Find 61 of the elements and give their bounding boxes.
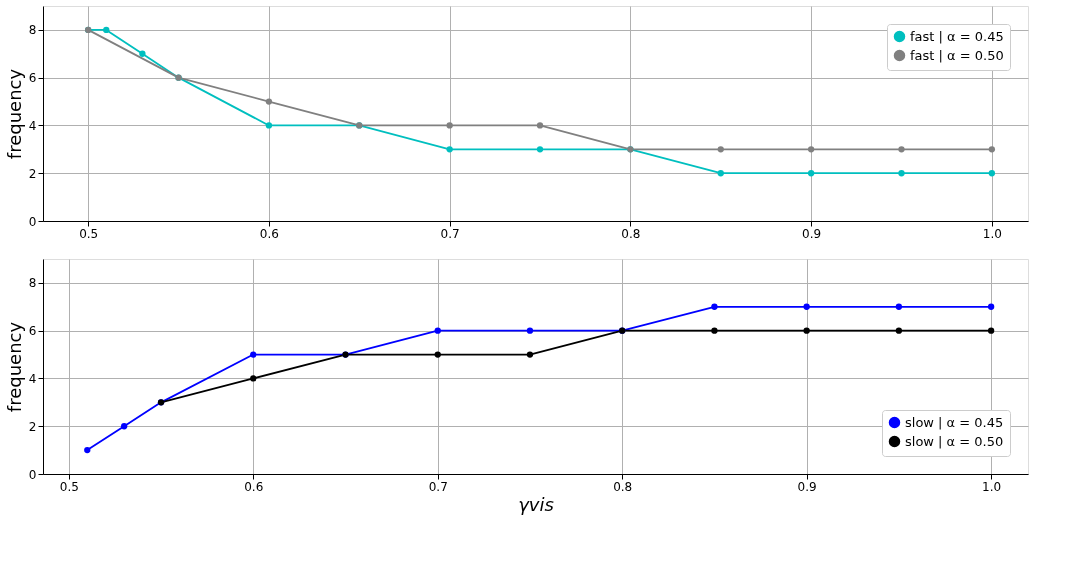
x-tick-label: 0.5 — [79, 226, 99, 241]
point — [265, 98, 273, 105]
point — [987, 327, 995, 334]
x-tick-label: 0.8 — [613, 479, 633, 494]
point — [803, 303, 810, 310]
point — [139, 50, 146, 57]
point — [895, 327, 903, 334]
y-tick-label: 0 — [28, 214, 37, 229]
point — [446, 122, 453, 129]
y-tick-label: 8 — [28, 276, 37, 291]
point — [988, 170, 996, 177]
legend-label: slow | α = 0.50 — [905, 433, 1004, 449]
x-axis-title: γvis — [518, 493, 554, 515]
point — [807, 170, 815, 177]
point — [434, 351, 441, 358]
legend-label: fast | α = 0.50 — [910, 47, 1004, 63]
point — [898, 146, 905, 153]
point — [717, 146, 724, 153]
point — [526, 327, 534, 334]
y-tick-label: 6 — [28, 71, 37, 86]
x-tick-label: 1.0 — [982, 479, 1002, 494]
point — [526, 351, 534, 358]
point — [988, 146, 996, 153]
point — [807, 146, 815, 153]
point — [103, 26, 110, 34]
y-tick-label: 4 — [28, 118, 37, 133]
point — [121, 423, 128, 430]
point — [536, 146, 544, 153]
y-axis-title: frequency — [3, 68, 25, 160]
point — [536, 122, 544, 129]
point — [717, 170, 724, 177]
legend-label: fast | α = 0.45 — [910, 28, 1004, 44]
y-tick-label: 0 — [28, 467, 37, 482]
point — [250, 351, 257, 358]
point — [898, 170, 905, 177]
y-tick-label: 6 — [28, 324, 37, 339]
point — [446, 146, 453, 153]
x-tick-label: 0.9 — [802, 226, 822, 241]
point — [434, 327, 441, 334]
point — [895, 303, 903, 310]
y-axis-title: frequency — [3, 321, 25, 413]
x-tick-label: 1.0 — [982, 226, 1002, 241]
point — [987, 303, 995, 310]
y-tick-label: 8 — [28, 23, 37, 38]
point — [250, 375, 257, 382]
x-tick-label: 0.6 — [244, 479, 264, 494]
point — [265, 122, 273, 129]
x-tick-label: 0.9 — [797, 479, 817, 494]
x-tick-label: 0.8 — [621, 226, 641, 241]
point — [711, 303, 718, 310]
legend-label: slow | α = 0.45 — [905, 414, 1004, 430]
y-tick-label: 4 — [28, 371, 37, 386]
x-tick-label: 0.5 — [59, 479, 79, 494]
x-tick-label: 0.7 — [440, 226, 460, 241]
point — [803, 327, 810, 334]
y-tick-label: 2 — [28, 166, 37, 181]
x-tick-label: 0.6 — [259, 226, 279, 241]
point — [711, 327, 718, 334]
x-tick-label: 0.7 — [428, 479, 448, 494]
point — [84, 446, 91, 454]
y-tick-label: 2 — [28, 419, 37, 434]
